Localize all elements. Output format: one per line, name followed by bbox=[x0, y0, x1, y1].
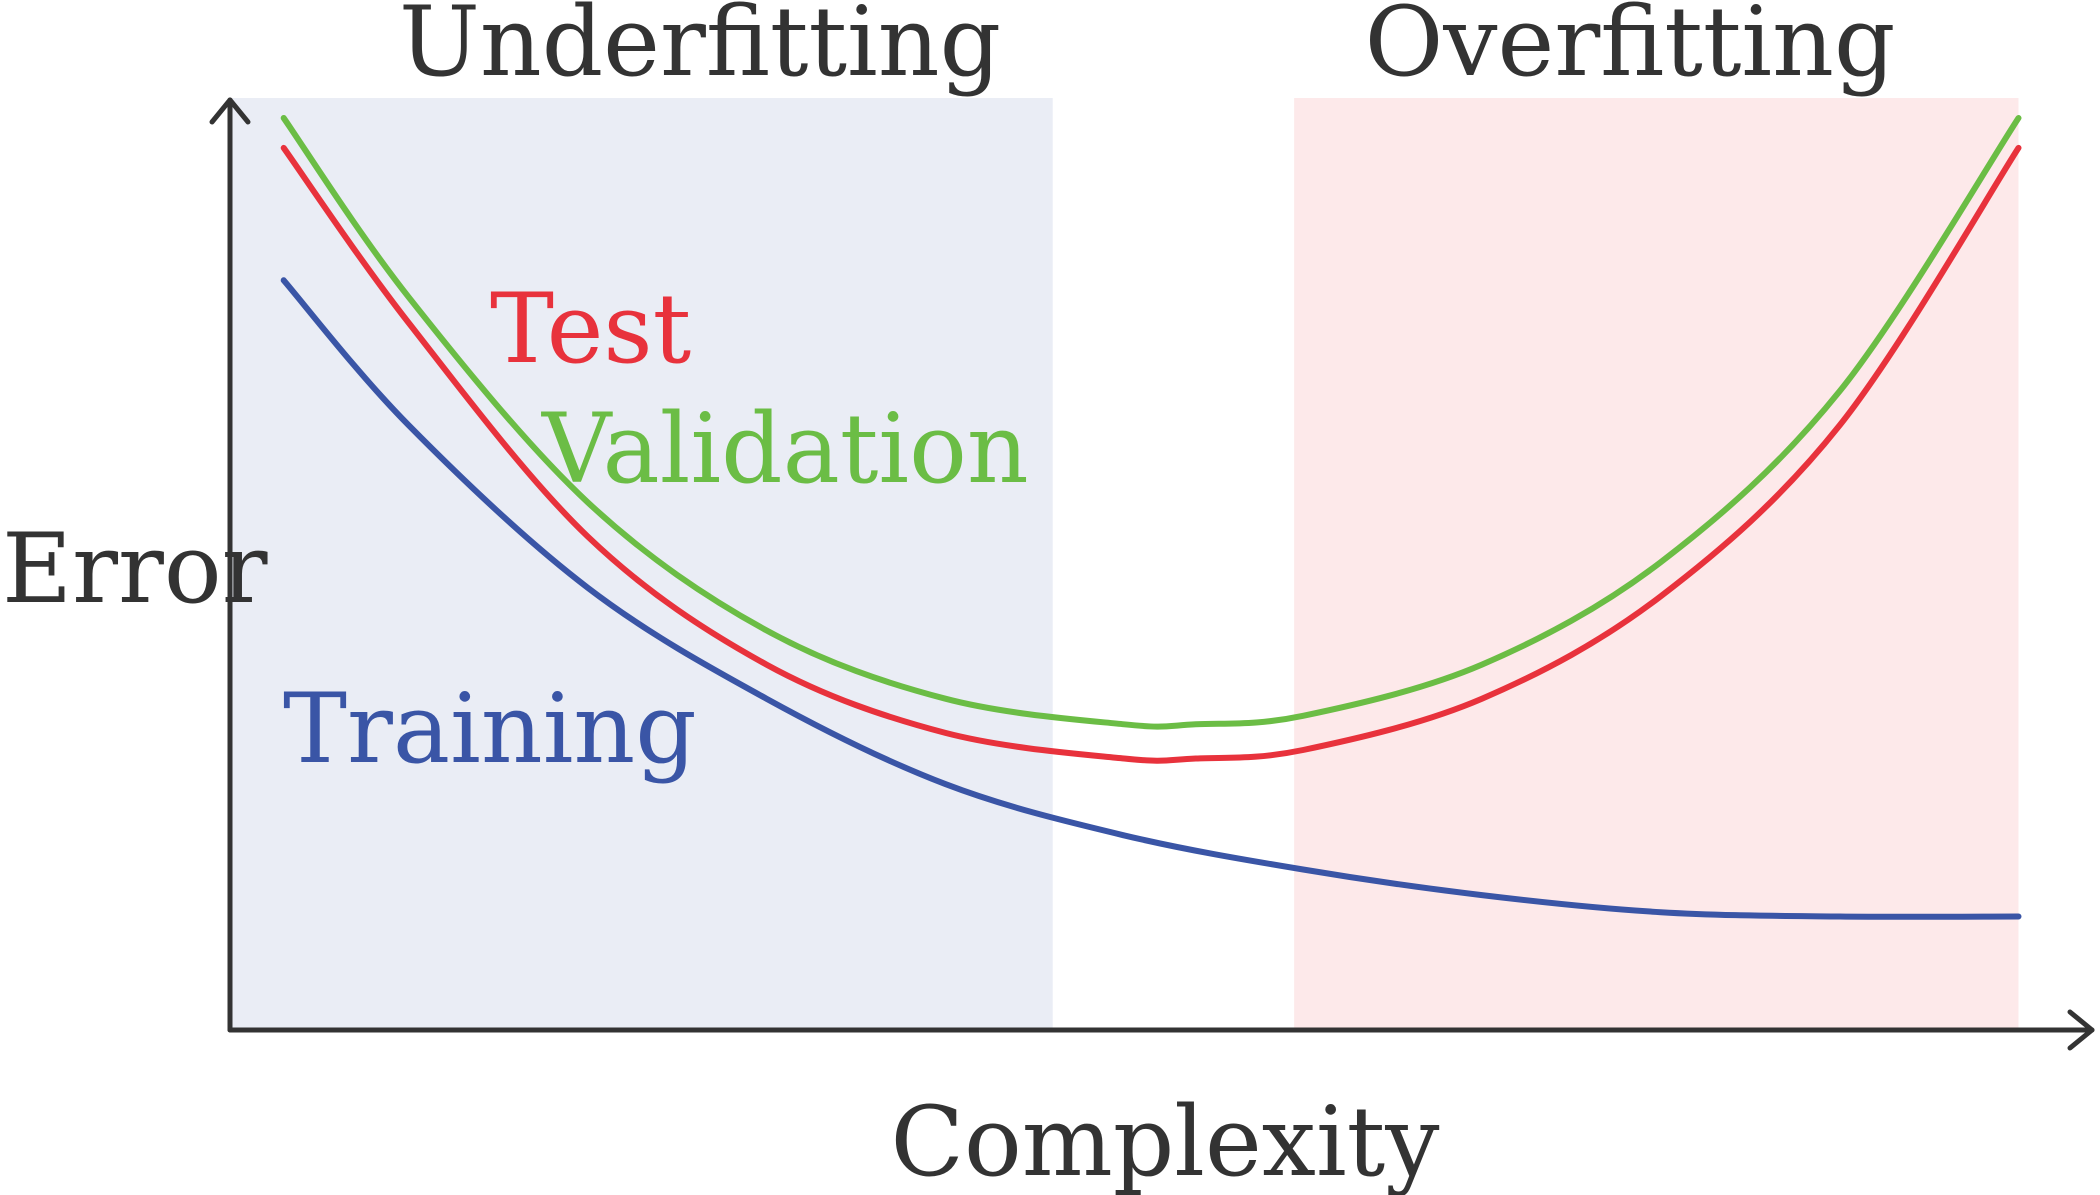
series-line-validation bbox=[280, 115, 2022, 730]
region-label-underfitting: Underfitting bbox=[399, 0, 1001, 98]
series-label-training: Training bbox=[283, 673, 697, 785]
series-layer bbox=[280, 115, 2022, 920]
y-axis-label: Error bbox=[2, 513, 268, 625]
x-axis-arrow-icon bbox=[2067, 1009, 2095, 1051]
region-underfitting bbox=[230, 98, 1053, 1030]
region-label-overfitting: Overfitting bbox=[1365, 0, 1896, 98]
x-axis-label: Complexity bbox=[891, 1086, 1440, 1195]
series-line-training bbox=[280, 277, 2022, 920]
y-axis-arrow-icon bbox=[209, 97, 251, 125]
series-label-validation: Validation bbox=[541, 393, 1029, 505]
series-label-test: Test bbox=[490, 273, 691, 385]
series-line-test bbox=[280, 144, 2022, 764]
region-layer bbox=[230, 98, 2019, 1030]
axes bbox=[209, 97, 2095, 1051]
